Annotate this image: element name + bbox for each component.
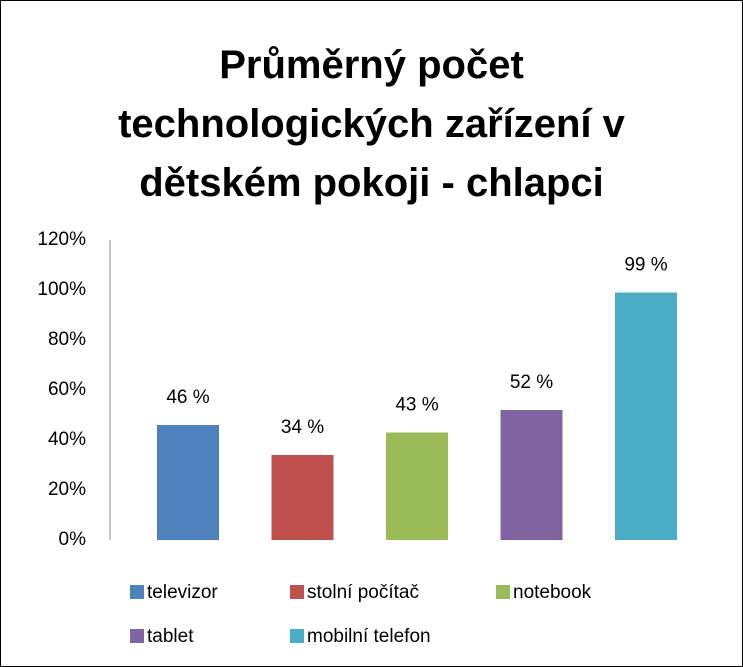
y-tick-label: 40% — [48, 429, 86, 450]
bar — [615, 292, 677, 540]
bar — [271, 455, 334, 540]
y-tick-label: 80% — [48, 329, 86, 350]
data-label: 46 % — [166, 387, 209, 408]
y-tick-label: 100% — [37, 279, 86, 300]
data-label: 52 % — [510, 372, 553, 393]
bar — [386, 432, 448, 540]
legend-label: stolní počítač — [307, 582, 419, 603]
legend-swatch — [130, 629, 144, 643]
legend-swatch — [290, 585, 304, 599]
y-tick-label: 120% — [37, 229, 86, 250]
data-label: 43 % — [395, 395, 438, 416]
bar — [157, 425, 219, 540]
legend-label: tablet — [147, 626, 194, 647]
y-tick-label: 20% — [48, 479, 86, 500]
legend-swatch — [290, 629, 304, 643]
legend-swatch — [130, 585, 144, 599]
legend-label: mobilní telefon — [307, 626, 431, 647]
bar — [500, 410, 563, 540]
chart-title: Průměrný počet technologických zařízení … — [118, 43, 625, 205]
legend-label: televizor — [147, 582, 218, 603]
data-label: 34 % — [281, 417, 324, 438]
y-tick-label: 0% — [59, 529, 87, 550]
legend-label: notebook — [513, 582, 592, 603]
legend-swatch — [496, 585, 510, 599]
y-tick-label: 60% — [48, 379, 86, 400]
data-label: 99 % — [624, 255, 667, 276]
